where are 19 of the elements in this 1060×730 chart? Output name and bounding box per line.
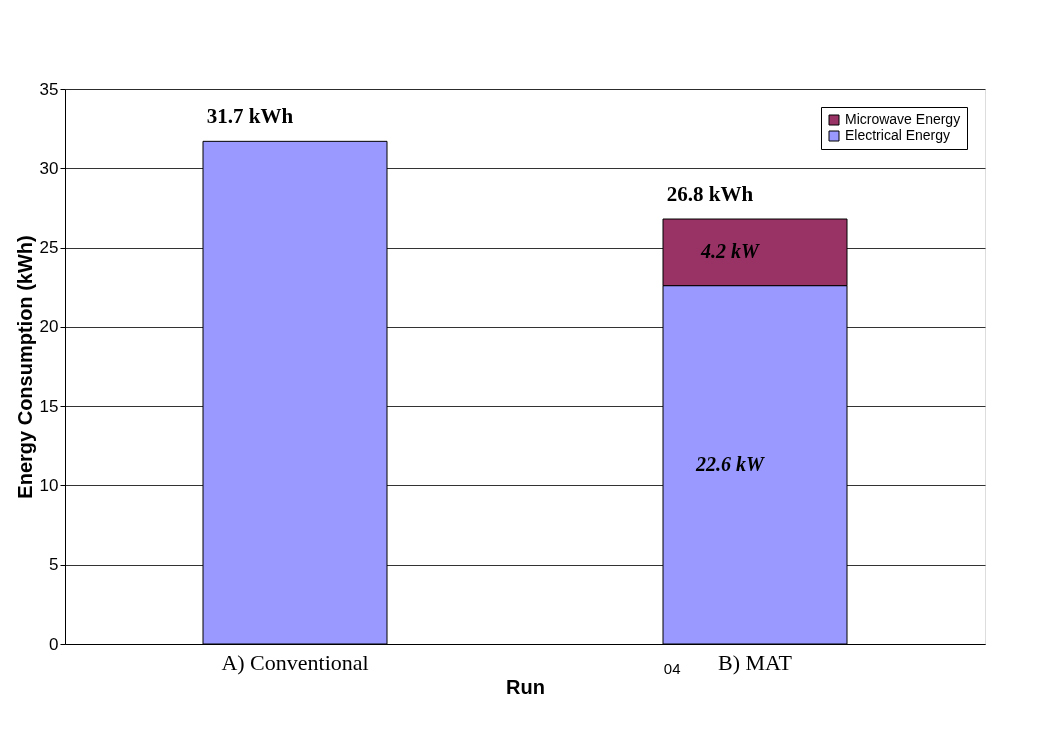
x-tick-label: A) Conventional xyxy=(221,649,369,675)
total-label: 31.7 kWh xyxy=(206,104,294,129)
text: 04 xyxy=(663,660,681,677)
y-tick-label: 5 xyxy=(49,555,59,575)
legend-label: Electrical Energy xyxy=(845,127,951,143)
total-label: 26.8 kWh xyxy=(666,182,754,207)
y-axis-title: Energy Consumption (kWh) xyxy=(13,235,36,499)
x-axis-title: Run xyxy=(506,675,545,698)
y-tick-label: 0 xyxy=(49,634,59,654)
y-tick-label: 25 xyxy=(39,238,59,258)
legend-label: Microwave Energy xyxy=(845,111,961,127)
x-tick-label: B) MAT xyxy=(718,649,793,675)
y-tick-label: 15 xyxy=(39,396,59,416)
data-label: 22.6 kW xyxy=(695,452,766,475)
y-tick-label: 20 xyxy=(39,317,59,337)
data-label: 4.2 kW xyxy=(700,240,761,263)
y-tick-label: 30 xyxy=(39,158,59,178)
y-tick-label: 10 xyxy=(39,475,59,495)
y-tick-label: 35 xyxy=(39,79,59,99)
